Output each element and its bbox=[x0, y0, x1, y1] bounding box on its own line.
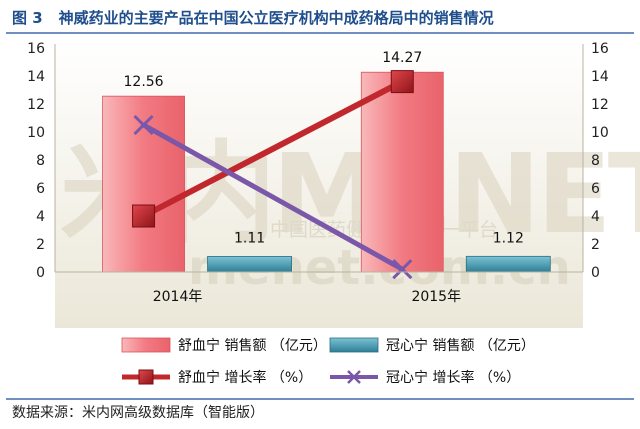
legend-label: 舒血宁 增长率 （%） bbox=[178, 369, 312, 386]
marker-x-stroke bbox=[133, 114, 154, 136]
y-axis-left: 0 2 4 6 8 10 12 14 16 bbox=[27, 41, 56, 281]
x-axis: 2014年 2015年 bbox=[55, 271, 583, 305]
y-tick-label-left: 14 bbox=[27, 69, 45, 85]
bar-series bbox=[102, 71, 551, 273]
legend-item: 冠心宁 增长率 （%） bbox=[330, 369, 520, 386]
y-tick-label-left: 10 bbox=[27, 125, 45, 141]
y-tick-label-left: 16 bbox=[27, 41, 45, 57]
y-tick-label-right: 8 bbox=[591, 153, 600, 169]
figure-title-text: 神威药业的主要产品在中国公立医疗机构中成药格局中的销售情况 bbox=[58, 9, 494, 27]
legend-label: 冠心宁 增长率 （%） bbox=[386, 369, 520, 386]
x-tick-label: 2015年 bbox=[411, 289, 461, 305]
source-note: 数据来源：米内网高级数据库（智能版） bbox=[12, 405, 264, 421]
line-series bbox=[132, 70, 414, 280]
y-tick-label-right: 16 bbox=[591, 41, 609, 57]
legend: 舒血宁 销售额 （亿元） 冠心宁 销售额 （亿元） 舒血宁 增长率 （%） 冠心宁 增… bbox=[121, 337, 535, 386]
y-tick-label-right: 6 bbox=[591, 181, 600, 197]
y-axis-right: 0 2 4 6 8 10 12 14 16 bbox=[582, 41, 609, 281]
legend-swatch-marker bbox=[138, 369, 154, 385]
y-tick-label-left: 8 bbox=[36, 153, 45, 169]
legend-item: 舒血宁 销售额 （亿元） bbox=[121, 337, 327, 354]
bar-guanxinning-sales bbox=[207, 256, 292, 273]
legend-swatch-bar bbox=[121, 337, 171, 353]
figure-number: 图 3 bbox=[12, 9, 43, 27]
legend-label: 舒血宁 销售额 （亿元） bbox=[178, 337, 327, 354]
bar-guanxinning-sales bbox=[465, 255, 551, 273]
data-label: 12.56 bbox=[124, 74, 164, 90]
y-tick-label-right: 2 bbox=[591, 237, 600, 253]
marker-shuxuening-growth bbox=[132, 204, 156, 228]
y-tick-label-right: 0 bbox=[591, 265, 600, 281]
y-tick-label-left: 12 bbox=[27, 97, 45, 113]
x-tick-label: 2014年 bbox=[153, 289, 203, 305]
y-tick-label-right: 10 bbox=[591, 125, 609, 141]
y-tick-label-right: 12 bbox=[591, 97, 609, 113]
title-rule bbox=[6, 32, 634, 34]
line-shuxuening-growth bbox=[140, 78, 406, 219]
figure-title: 图 3 神威药业的主要产品在中国公立医疗机构中成药格局中的销售情况 bbox=[12, 7, 494, 28]
legend-swatch-marker bbox=[347, 370, 361, 384]
y-tick-label-right: 4 bbox=[591, 209, 600, 225]
marker-guanxinning-growth bbox=[392, 259, 413, 280]
y-tick-label-right: 14 bbox=[591, 69, 609, 85]
marker-x-stroke bbox=[392, 259, 413, 280]
legend-swatch-bar bbox=[329, 337, 379, 353]
y-tick-label-left: 4 bbox=[36, 209, 45, 225]
legend-item: 冠心宁 销售额 （亿元） bbox=[329, 337, 535, 354]
data-labels: 12.56 14.27 1.11 1.12 bbox=[124, 50, 524, 246]
marker-shuxuening-growth bbox=[390, 70, 414, 94]
data-label: 1.12 bbox=[493, 230, 524, 246]
source-rule bbox=[6, 398, 634, 400]
legend-item: 舒血宁 增长率 （%） bbox=[122, 369, 312, 386]
y-tick-label-left: 6 bbox=[36, 181, 45, 197]
data-label: 1.11 bbox=[234, 230, 265, 246]
marker-guanxinning-growth bbox=[133, 114, 154, 136]
legend-label: 冠心宁 销售额 （亿元） bbox=[386, 337, 535, 354]
y-tick-label-left: 2 bbox=[36, 237, 45, 253]
y-tick-label-left: 0 bbox=[36, 265, 45, 281]
data-label: 14.27 bbox=[382, 50, 422, 66]
bar-shuxuening-sales bbox=[360, 71, 444, 273]
line-guanxinning-growth bbox=[141, 122, 405, 272]
